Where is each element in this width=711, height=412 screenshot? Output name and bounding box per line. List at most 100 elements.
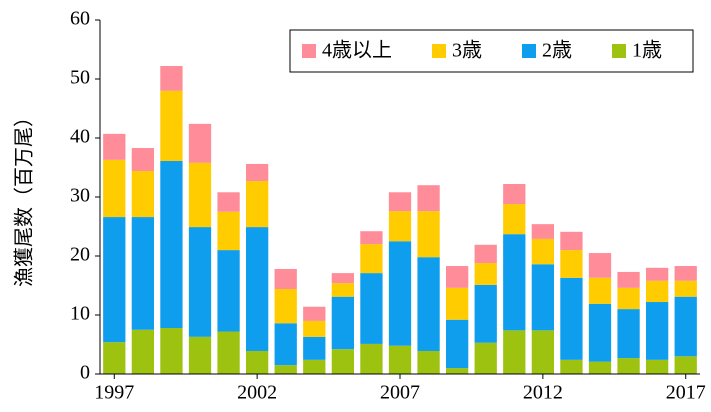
bar-segment (617, 271, 640, 288)
bar-segment (388, 211, 412, 242)
bar-segment (417, 350, 440, 374)
bar-segment (131, 329, 154, 374)
bar-segment (131, 171, 154, 218)
legend-label: 4歳以上 (322, 39, 392, 62)
bar-segment (674, 280, 697, 297)
y-axis-label: 漁獲尾数（百万尾） (13, 107, 36, 287)
bar-segment (588, 253, 612, 278)
bar-segment (246, 181, 269, 228)
bar-segment (503, 234, 526, 331)
bar-segment (474, 263, 497, 285)
bar-segment (617, 358, 640, 374)
bar-segment (131, 148, 154, 172)
bar-segment (331, 349, 354, 374)
bar-segment (103, 217, 126, 343)
y-tick-label: 30 (70, 185, 90, 207)
bar-segment (560, 277, 583, 360)
y-tick-label: 50 (70, 67, 90, 89)
bar-segment (503, 330, 526, 374)
bar-segment (331, 283, 354, 297)
bar-segment (188, 336, 212, 374)
bar-segment (188, 162, 212, 228)
bar-segment (503, 204, 526, 235)
bar-segment (331, 273, 354, 284)
bar-segment (217, 250, 240, 332)
bar-segment (446, 287, 469, 320)
bar-segment (331, 296, 354, 350)
x-tick-label: 2002 (237, 382, 277, 404)
bar-segment (417, 211, 440, 258)
bar-segment (160, 66, 183, 91)
bar-segment (360, 244, 383, 274)
bar-segment (303, 320, 326, 337)
x-tick-label: 1997 (94, 382, 134, 404)
bar-segment (388, 192, 412, 212)
bar-segment (531, 238, 554, 265)
bar-segment (646, 267, 669, 281)
bar-segment (246, 163, 269, 182)
bar-segment (303, 359, 326, 374)
bar-segment (274, 323, 297, 366)
bar-segment (560, 231, 583, 251)
bar-segment (531, 330, 554, 374)
bar-segment (103, 342, 126, 374)
bar-segment (246, 350, 269, 374)
bar-segment (188, 123, 212, 163)
legend-swatch (612, 44, 626, 58)
y-tick-label: 20 (70, 244, 90, 266)
legend-label: 2歳 (542, 39, 572, 62)
bar-segment (474, 284, 497, 343)
legend-label: 3歳 (452, 39, 482, 62)
bar-segment (674, 266, 697, 281)
bar-segment (588, 361, 612, 374)
bar-segment (446, 368, 469, 374)
bar-segment (217, 331, 240, 374)
bar-segment (360, 273, 383, 344)
bar-segment (360, 343, 383, 374)
y-tick-label: 40 (70, 126, 90, 148)
bar-segment (388, 241, 412, 346)
y-tick-label: 0 (80, 362, 90, 384)
y-tick-label: 10 (70, 303, 90, 325)
bar-segment (303, 306, 326, 321)
legend-swatch (302, 44, 316, 58)
bar-segment (588, 277, 612, 304)
bar-segment (417, 257, 440, 351)
bar-segment (474, 342, 497, 374)
bar-segment (188, 227, 212, 337)
bar-segment (274, 365, 297, 374)
bar-segment (531, 264, 554, 331)
bar-segment (103, 133, 126, 160)
bar-segment (388, 345, 412, 374)
bar-segment (560, 250, 583, 278)
x-tick-label: 2017 (666, 382, 706, 404)
x-tick-label: 2007 (380, 382, 420, 404)
bar-segment (217, 211, 240, 251)
bar-segment (531, 224, 554, 239)
legend-swatch (522, 44, 536, 58)
bar-segment (646, 302, 669, 360)
bar-segment (674, 356, 697, 374)
x-tick-label: 2012 (523, 382, 563, 404)
bar-segment (103, 159, 126, 218)
bar-segment (303, 336, 326, 360)
legend-label: 1歳 (632, 39, 662, 62)
bar-segment (274, 268, 297, 290)
bar-segment (503, 184, 526, 205)
bar-segment (646, 359, 669, 374)
bar-segment (446, 319, 469, 369)
bar-segment (417, 185, 440, 212)
bar-segment (217, 192, 240, 212)
bar-segment (160, 327, 183, 374)
bar-segment (246, 227, 269, 351)
bar-segment (474, 244, 497, 264)
legend-swatch (432, 44, 446, 58)
bar-segment (588, 303, 612, 362)
bar-segment (674, 296, 697, 357)
bar-segment (274, 289, 297, 324)
bar-segment (446, 266, 469, 288)
bar-segment (617, 287, 640, 310)
bar-segment (131, 217, 154, 330)
bar-segment (360, 231, 383, 245)
